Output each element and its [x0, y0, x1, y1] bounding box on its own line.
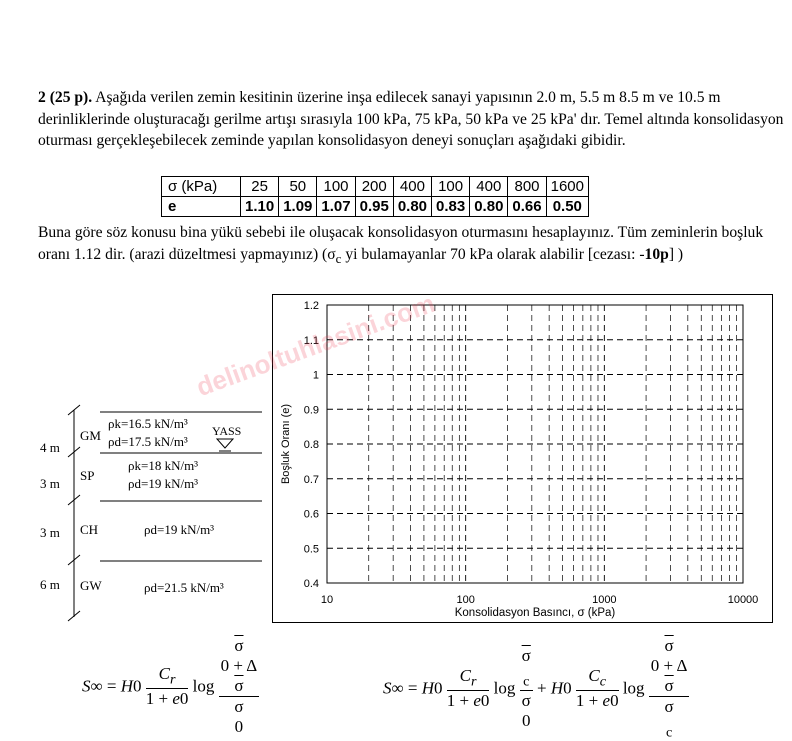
layer-density: ρd=17.5 kN/m³: [108, 434, 188, 449]
x-tick-label: 10000: [728, 594, 759, 606]
layer-name: GM: [80, 428, 101, 443]
soil-profile-lines: [67, 404, 262, 622]
soil-profile: 4 m GM ρk=16.5 kN/m³ ρd=17.5 kN/m³ YASS …: [0, 395, 270, 625]
e-cell: 0.50: [545, 196, 590, 217]
x-tick-label: 1000: [592, 594, 616, 606]
y-tick-label: 0.5: [304, 543, 319, 555]
sigma-cell: 50: [278, 176, 318, 197]
sigma-row: σ (kPa) 25 50 100 200 400 100 400 800 16…: [161, 176, 590, 197]
e-cell: 0.80: [469, 196, 509, 217]
sigma-c-sub: c: [335, 250, 342, 266]
sigma-cell: 400: [469, 176, 509, 197]
x-tick-label: 10: [321, 594, 333, 606]
e-cell: 0.66: [507, 196, 547, 217]
consolidation-table: σ (kPa) 25 50 100 200 400 100 400 800 16…: [161, 176, 590, 217]
layer-name: CH: [80, 522, 99, 537]
e-header: e: [161, 196, 241, 217]
sigma-header: σ (kPa): [161, 176, 241, 197]
e-cell: 0.95: [354, 196, 394, 217]
y-axis-label: Boşluk Oranı (e): [280, 404, 292, 484]
question-text: Aşağıda verilen zemin kesitinin üzerine …: [38, 89, 784, 149]
question-number: 2: [38, 89, 46, 106]
y-tick-label: 0.7: [304, 474, 319, 486]
sigma-cell: 800: [507, 176, 547, 197]
sigma-cell: 1600: [545, 176, 590, 197]
groundwater-icon: [215, 438, 235, 449]
question-text-2: Buna göre söz konusu bina yükü sebebi il…: [38, 224, 764, 263]
e-cell: 1.07: [316, 196, 356, 217]
x-axis-label: Konsolidasyon Basıncı, σ (kPa): [455, 607, 616, 619]
plot-frame: [326, 304, 744, 584]
layer-density: ρd=19 kN/m³: [128, 476, 199, 491]
sigma-cell: 100: [431, 176, 471, 197]
layer-thickness: 6 m: [40, 577, 60, 592]
sigma-cell: 25: [239, 176, 280, 197]
layer-name: SP: [80, 468, 95, 483]
question-paragraph-2: Buna göre söz konusu bina yükü sebebi il…: [38, 222, 788, 269]
layer-thickness: 3 m: [40, 525, 60, 540]
question-points: (25 p).: [49, 89, 93, 106]
e-cell: 1.09: [278, 196, 318, 217]
layer-name: GW: [80, 578, 102, 593]
e-cell: 0.80: [392, 196, 433, 217]
y-tick-label: 0.9: [304, 404, 319, 416]
question-paragraph: 2 (25 p). Aşağıda verilen zemin kesitini…: [38, 87, 788, 152]
question-text-4: ] ): [668, 245, 684, 263]
y-tick-label: 0.4: [304, 578, 319, 590]
penalty: 10p: [644, 245, 669, 263]
y-tick-label: 0.6: [304, 509, 319, 521]
groundwater-label: YASS: [212, 424, 242, 438]
chart-svg: 10 100 1000 10000 0.4 0.5 0.6 0.7 0.8 0.9 1 1.1 1.2 K…: [280, 300, 759, 619]
question-text-3: yi bulamayanlar 70 kPa olarak alabilir […: [341, 245, 645, 263]
y-tick-label: 1: [313, 370, 319, 382]
e-logp-chart: 10 100 1000 10000 0.4 0.5 0.6 0.7 0.8 0.9 1 1.1 1.2 K…: [272, 294, 773, 623]
y-tick-label: 1.2: [304, 300, 319, 312]
layer-thickness: 4 m: [40, 440, 60, 455]
e-cell: 1.10: [239, 196, 280, 217]
y-tick-label: 1.1: [304, 335, 319, 347]
sigma-cell: 400: [392, 176, 433, 197]
sigma-cell: 200: [354, 176, 394, 197]
e-row: e 1.10 1.09 1.07 0.95 0.80 0.83 0.80 0.6…: [161, 196, 590, 217]
y-tick-label: 0.8: [304, 439, 319, 451]
layer-density: ρd=21.5 kN/m³: [144, 580, 224, 595]
sigma-cell: 100: [316, 176, 356, 197]
x-tick-label: 100: [456, 594, 474, 606]
layer-density: ρk=16.5 kN/m³: [108, 416, 188, 431]
e-cell: 0.83: [431, 196, 471, 217]
layer-thickness: 3 m: [40, 476, 60, 491]
layer-density: ρk=18 kN/m³: [128, 458, 199, 473]
layer-density: ρd=19 kN/m³: [144, 522, 215, 537]
